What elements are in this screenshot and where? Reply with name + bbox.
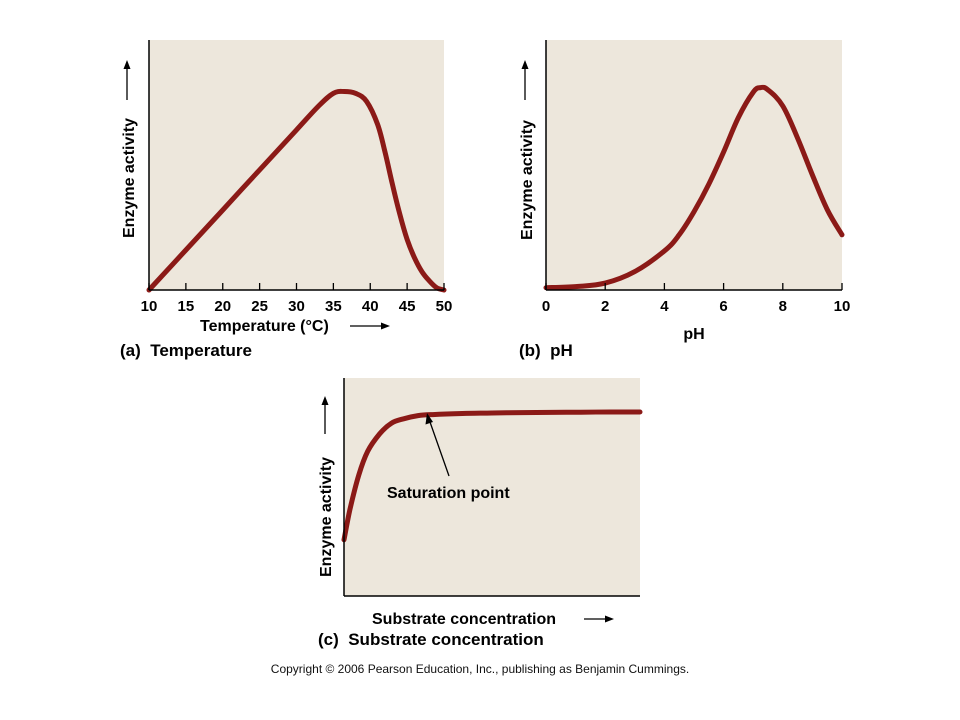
ph-plot-area	[546, 40, 842, 290]
panel-label-b: (b) pH	[519, 341, 573, 360]
temperature-tick-label: 45	[399, 298, 416, 315]
substrate-x-axis-arrow-icon	[584, 615, 614, 623]
panel-label-a: (a) Temperature	[120, 341, 252, 360]
substrate-y-axis-arrow-icon	[321, 396, 329, 434]
substrate-y-axis-title: Enzyme activity	[318, 457, 335, 577]
ph-y-axis-arrow-icon	[521, 60, 529, 100]
ph-tick-label: 0	[542, 298, 550, 315]
temperature-tick-label: 15	[178, 298, 195, 315]
temperature-tick-label: 10	[141, 298, 158, 315]
substrate-x-axis-title: Substrate concentration	[372, 611, 556, 628]
temperature-tick-label: 50	[436, 298, 453, 315]
ph-tick-label: 4	[660, 298, 669, 315]
substrate-activity-curve	[341, 409, 643, 543]
substrate-chart: Enzyme activity Substrate concentration …	[318, 378, 643, 649]
panel-label-c: (c) Substrate concentration	[318, 630, 544, 649]
temperature-tick-label: 20	[214, 298, 231, 315]
temperature-y-axis-title: Enzyme activity	[121, 118, 138, 238]
temperature-x-axis-title: Temperature (°C)	[200, 318, 329, 335]
temperature-tick-label: 25	[251, 298, 268, 315]
saturation-point-arrowhead-icon	[425, 413, 433, 425]
temperature-activity-curve	[146, 88, 447, 293]
saturation-point-label: Saturation point	[387, 485, 510, 502]
temperature-x-axis-arrow-icon	[350, 322, 390, 330]
ph-tick-label: 10	[834, 298, 851, 315]
ph-tick-label: 8	[779, 298, 787, 315]
ph-activity-curve	[543, 84, 845, 291]
temperature-tick-label: 35	[325, 298, 342, 315]
ph-tick-label: 6	[719, 298, 727, 315]
temperature-chart: 10 15 20 25 30 35 40 45 50 Enzyme activity Tempe…	[120, 40, 452, 360]
ph-x-axis-title: pH	[683, 326, 704, 343]
temperature-y-axis-arrow-icon	[123, 60, 131, 100]
saturation-point-annotation: Saturation point	[387, 413, 510, 502]
ph-tick-label: 2	[601, 298, 609, 315]
temperature-tick-label: 30	[288, 298, 305, 315]
saturation-point-pointer	[429, 421, 450, 477]
copyright-notice: Copyright © 2006 Pearson Education, Inc.…	[270, 662, 690, 676]
temperature-plot-area	[149, 40, 444, 290]
ph-chart: 0 2 4 6 8 10 Enzyme activity pH (b) pH	[519, 40, 850, 360]
temperature-tick-label: 40	[362, 298, 379, 315]
ph-y-axis-title: Enzyme activity	[519, 120, 536, 240]
